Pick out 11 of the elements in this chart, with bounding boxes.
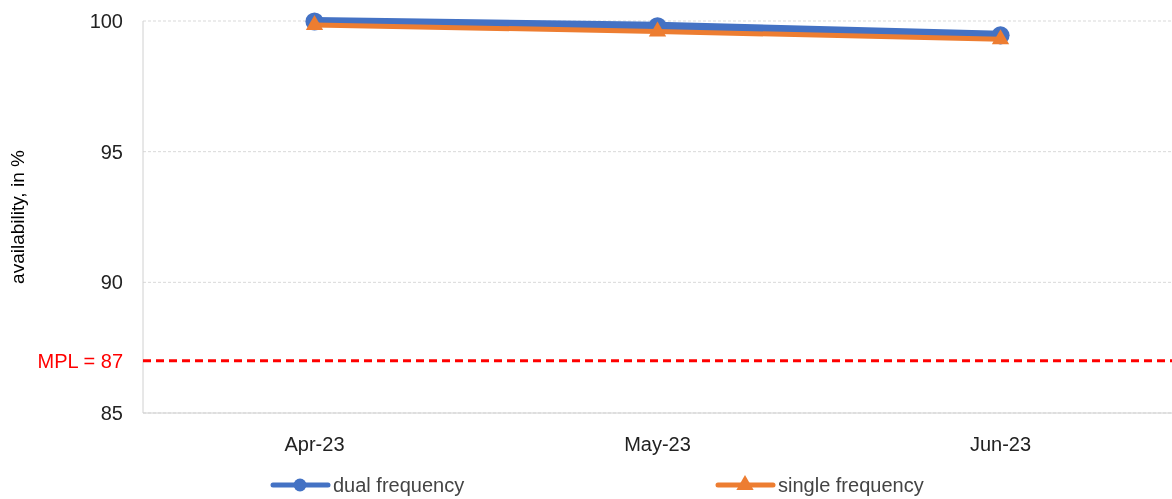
- y-tick-label: 100: [89, 10, 123, 32]
- ref-line-label: MPL = 87: [37, 349, 123, 372]
- y-axis-title: availability, in %: [7, 150, 28, 284]
- x-tick-label: Apr-23: [284, 433, 345, 455]
- x-tick-label: May-23: [624, 433, 691, 455]
- x-tick-label: Jun-23: [969, 433, 1032, 455]
- y-tick-label: 95: [100, 140, 123, 163]
- y-tick-label: 85: [100, 402, 123, 424]
- y-tick-label: 90: [100, 271, 123, 294]
- legend-label: single frequency: [778, 474, 924, 496]
- legend-label: dual frequency: [333, 474, 465, 496]
